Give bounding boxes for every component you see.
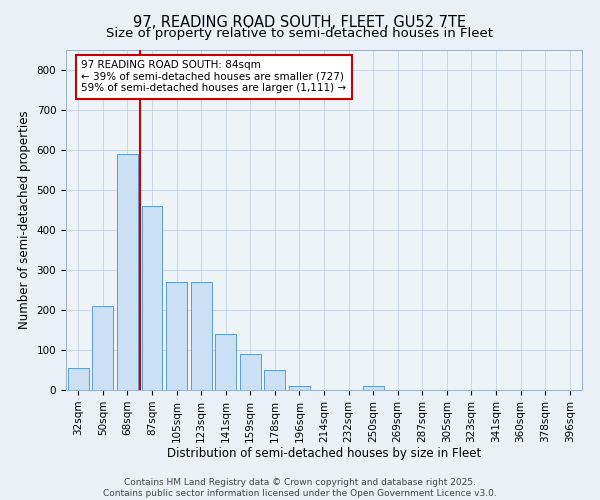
Bar xyxy=(191,282,212,390)
Text: Contains HM Land Registry data © Crown copyright and database right 2025.
Contai: Contains HM Land Registry data © Crown c… xyxy=(103,478,497,498)
Bar xyxy=(68,368,89,390)
Bar xyxy=(362,386,383,390)
Text: 97 READING ROAD SOUTH: 84sqm
← 39% of semi-detached houses are smaller (727)
59%: 97 READING ROAD SOUTH: 84sqm ← 39% of se… xyxy=(82,60,347,94)
Text: Size of property relative to semi-detached houses in Fleet: Size of property relative to semi-detach… xyxy=(107,28,493,40)
Bar xyxy=(240,354,261,390)
Bar xyxy=(117,154,138,390)
Bar xyxy=(265,370,286,390)
Bar xyxy=(166,282,187,390)
Bar xyxy=(215,334,236,390)
X-axis label: Distribution of semi-detached houses by size in Fleet: Distribution of semi-detached houses by … xyxy=(167,448,481,460)
Bar xyxy=(289,386,310,390)
Bar xyxy=(92,306,113,390)
Y-axis label: Number of semi-detached properties: Number of semi-detached properties xyxy=(18,110,31,330)
Text: 97, READING ROAD SOUTH, FLEET, GU52 7TE: 97, READING ROAD SOUTH, FLEET, GU52 7TE xyxy=(133,15,467,30)
Bar xyxy=(142,206,163,390)
